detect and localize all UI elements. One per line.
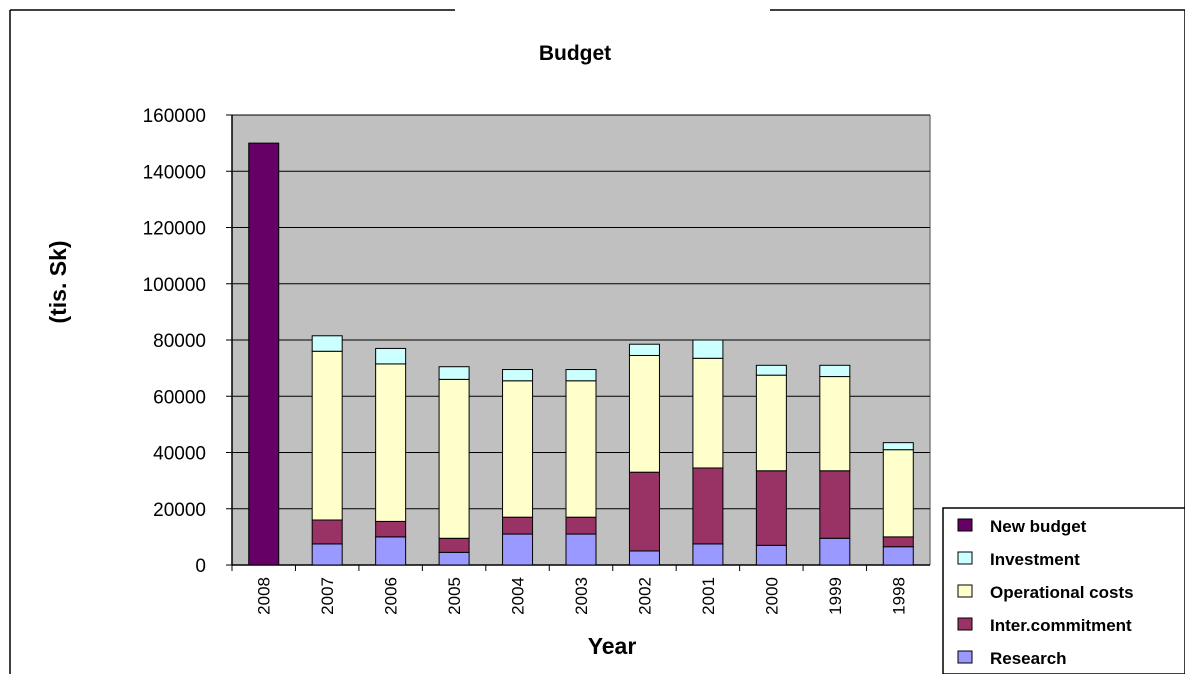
legend-label: Research [990, 649, 1067, 668]
bar-segment-investment-1998 [882, 442, 914, 451]
legend: New budget Investment Operational costs Int… [942, 507, 1185, 674]
y-tick-label: 140000 [143, 162, 206, 183]
bar-segment-research-2006 [375, 536, 407, 566]
bar-segment-operational-costs-1999 [819, 376, 851, 472]
y-tick-label: 100000 [143, 275, 206, 296]
legend-swatch-investment [957, 551, 973, 565]
bar-segment-investment-2007 [311, 335, 343, 352]
legend-label: Inter.commitment [990, 616, 1132, 635]
bar-segment-research-2001 [692, 543, 724, 566]
bar-segment-research-2003 [565, 533, 597, 566]
bar-segment-research-1999 [819, 537, 851, 566]
bar-segment-new-budget-2008 [248, 142, 280, 566]
bar-segment-research-2005 [438, 551, 470, 566]
legend-box [942, 507, 1185, 674]
x-tick-label: 1998 [889, 577, 908, 615]
bar-segment-inter-commitment-2005 [438, 537, 470, 553]
bar-segment-inter-commitment-2002 [628, 471, 660, 552]
bar-segment-investment-2006 [375, 347, 407, 365]
bar-segment-inter-commitment-2003 [565, 516, 597, 535]
bar-segment-investment-2001 [692, 339, 724, 359]
x-tick-label: 2004 [509, 577, 528, 615]
y-tick-label: 120000 [143, 219, 206, 240]
legend-label: Operational costs [990, 583, 1134, 602]
bar-segment-investment-2000 [755, 364, 787, 376]
x-tick-label: 2006 [382, 577, 401, 615]
bar-segment-research-1998 [882, 546, 914, 566]
x-axis-title: Year [588, 633, 637, 659]
x-tick-label: 2008 [255, 577, 274, 615]
bar-segment-inter-commitment-1999 [819, 470, 851, 539]
y-tick-label: 20000 [153, 500, 206, 521]
x-tick-label: 2000 [762, 577, 781, 615]
bar-segment-operational-costs-2000 [755, 374, 787, 472]
legend-swatch-new-budget [957, 518, 973, 532]
x-tick-label: 2005 [445, 577, 464, 615]
bar-segment-investment-2004 [502, 369, 534, 382]
y-tick-label: 80000 [153, 331, 206, 352]
bar-segment-operational-costs-2006 [375, 363, 407, 522]
bar-segment-operational-costs-2007 [311, 350, 343, 521]
y-tick-label: 0 [195, 556, 206, 577]
bar-segment-operational-costs-2002 [628, 354, 660, 473]
bar-segment-research-2004 [502, 533, 534, 566]
bar-segment-operational-costs-2003 [565, 380, 597, 518]
bar-segment-operational-costs-2005 [438, 378, 470, 539]
bar-segment-research-2000 [755, 544, 787, 566]
bar-segment-investment-1999 [819, 364, 851, 378]
y-axis-title: (tis. Sk) [45, 240, 71, 323]
bar-segment-inter-commitment-2004 [502, 516, 534, 535]
bar-segment-research-2007 [311, 543, 343, 566]
bar-segment-operational-costs-2001 [692, 357, 724, 469]
legend-swatch-operational-costs [957, 584, 973, 598]
y-tick-label: 40000 [153, 444, 206, 465]
legend-label: New budget [990, 517, 1087, 536]
legend-swatch-inter-commitment [957, 617, 973, 631]
x-tick-label: 2003 [572, 577, 591, 615]
bar-segment-operational-costs-1998 [882, 449, 914, 538]
bar-segment-inter-commitment-2001 [692, 467, 724, 545]
x-tick-label: 2002 [635, 577, 654, 615]
y-tick-label: 60000 [153, 387, 206, 408]
chart-title: Budget [539, 42, 611, 65]
legend-swatch-research [957, 650, 973, 664]
legend-label: Investment [990, 550, 1080, 569]
chart-border [9, 9, 1185, 674]
bar-segment-investment-2002 [628, 343, 660, 356]
bar-segment-research-2002 [628, 550, 660, 566]
x-tick-label: 1999 [826, 577, 845, 615]
x-axis: 2008 2007 2006 2005 2004 2003 2002 2001 2000 1999… [231, 564, 930, 615]
bar-segment-inter-commitment-2000 [755, 470, 787, 546]
bar-segment-operational-costs-2004 [502, 380, 534, 518]
x-tick-label: 2001 [699, 577, 718, 615]
bar-segment-investment-2005 [438, 366, 470, 380]
bar-segment-investment-2003 [565, 369, 597, 382]
y-tick-label: 160000 [143, 106, 206, 127]
bar-segment-inter-commitment-2007 [311, 519, 343, 545]
bars [248, 142, 914, 566]
bar-segment-inter-commitment-2006 [375, 520, 407, 538]
bar-segment-inter-commitment-1998 [882, 536, 914, 548]
x-tick-label: 2007 [318, 577, 337, 615]
